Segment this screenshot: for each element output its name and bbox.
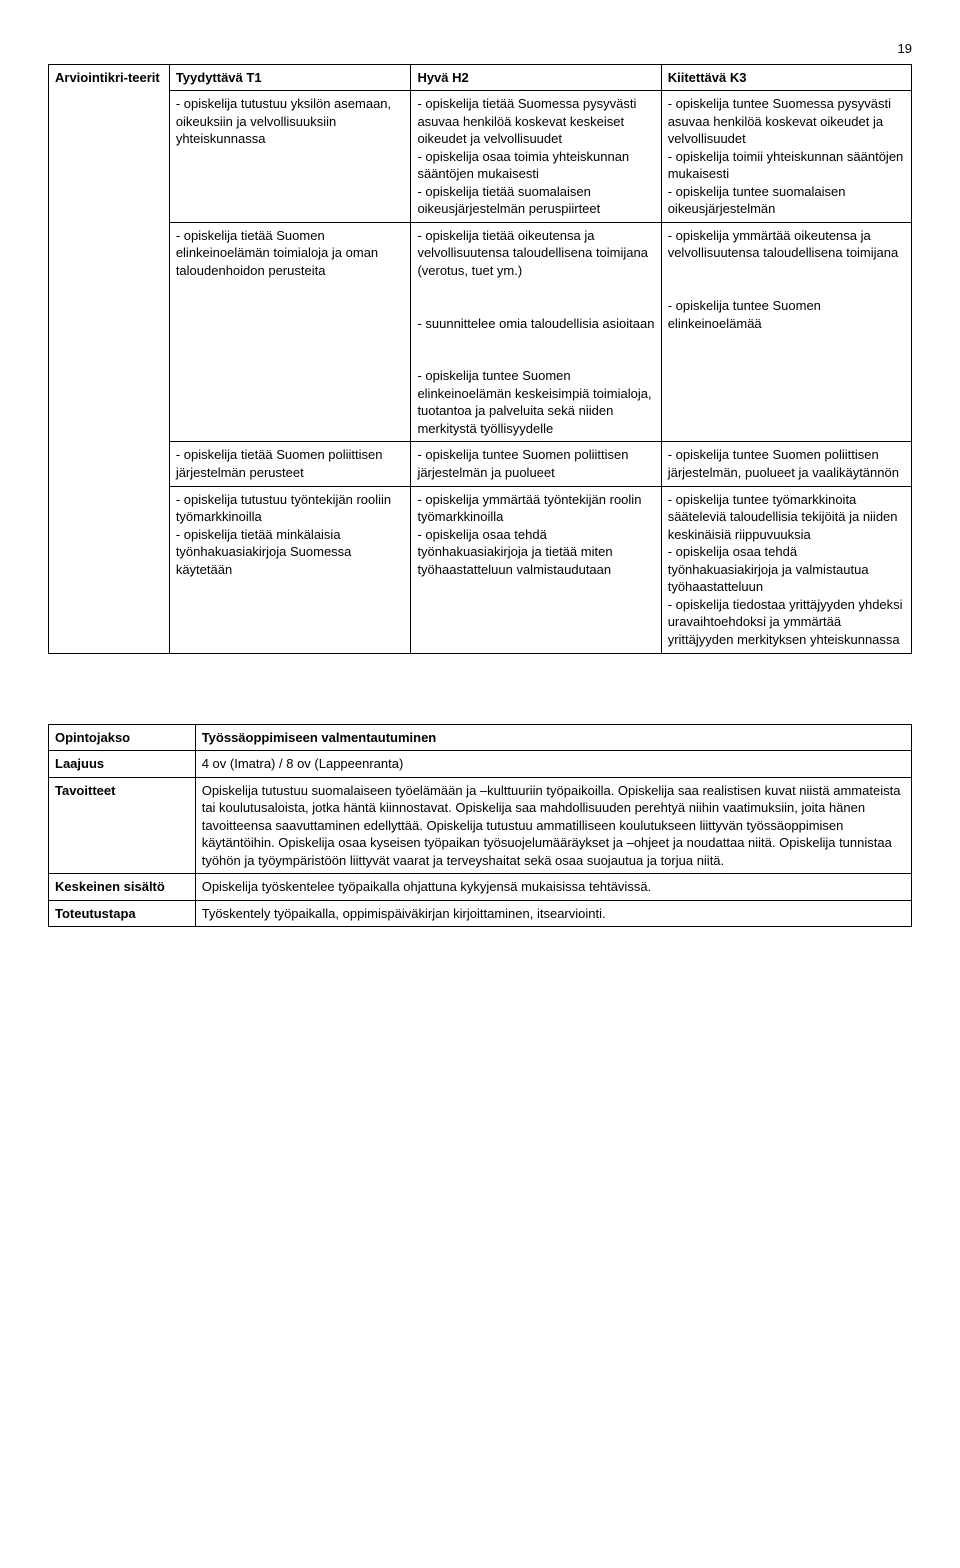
cell: - opiskelija tuntee Suomessa pysyvästi a… [661,91,911,223]
col-header-h2: Hyvä H2 [411,64,661,91]
cell: - opiskelija ymmärtää työntekijän roolin… [411,486,661,653]
cell: - opiskelija tuntee työmarkkinoita sääte… [661,486,911,653]
value-toteutustapa: Työskentely työpaikalla, oppimispäiväkir… [195,900,911,927]
table-row: Keskeinen sisältö Opiskelija työskentele… [49,874,912,901]
label-tavoitteet: Tavoitteet [49,777,196,874]
cell: - opiskelija tutustuu yksilön asemaan, o… [169,91,411,223]
cell: - opiskelija tuntee Suomen poliittisen j… [411,442,661,486]
label-toteutustapa: Toteutustapa [49,900,196,927]
cell: - opiskelija tietää oikeutensa ja velvol… [411,222,661,442]
col-header-k3: Kiitettävä K3 [661,64,911,91]
cell: - opiskelija tuntee Suomen poliittisen j… [661,442,911,486]
value-opintojakso: Työssäoppimiseen valmentautuminen [195,724,911,751]
value-tavoitteet: Opiskelija tutustuu suomalaiseen työeläm… [195,777,911,874]
label-opintojakso: Opintojakso [49,724,196,751]
table-row: Tavoitteet Opiskelija tutustuu suomalais… [49,777,912,874]
table-row: Laajuus 4 ov (Imatra) / 8 ov (Lappeenran… [49,751,912,778]
cell: - opiskelija tietää Suomen elinkeinoeläm… [169,222,411,442]
criteria-header: Arviointikri-teerit [49,64,170,653]
table-row: - opiskelija tutustuu työntekijän roolii… [49,486,912,653]
table-row: - opiskelija tietää Suomen poliittisen j… [49,442,912,486]
value-keskeinen-sisalto: Opiskelija työskentelee työpaikalla ohja… [195,874,911,901]
table-row: Opintojakso Työssäoppimiseen valmentautu… [49,724,912,751]
spacer [48,654,912,724]
cell: - opiskelija ymmärtää oikeutensa ja velv… [661,222,911,442]
page-number: 19 [48,40,912,58]
cell: - opiskelija tietää Suomen poliittisen j… [169,442,411,486]
course-info-table: Opintojakso Työssäoppimiseen valmentautu… [48,724,912,928]
label-laajuus: Laajuus [49,751,196,778]
col-header-t1: Tyydyttävä T1 [169,64,411,91]
table-row: Toteutustapa Työskentely työpaikalla, op… [49,900,912,927]
cell: - opiskelija tutustuu työntekijän roolii… [169,486,411,653]
value-laajuus: 4 ov (Imatra) / 8 ov (Lappeenranta) [195,751,911,778]
table-row: - opiskelija tietää Suomen elinkeinoeläm… [49,222,912,442]
table-row: - opiskelija tutustuu yksilön asemaan, o… [49,91,912,223]
table-row: Arviointikri-teerit Tyydyttävä T1 Hyvä H… [49,64,912,91]
cell: - opiskelija tietää Suomessa pysyvästi a… [411,91,661,223]
label-keskeinen-sisalto: Keskeinen sisältö [49,874,196,901]
assessment-criteria-table: Arviointikri-teerit Tyydyttävä T1 Hyvä H… [48,64,912,654]
